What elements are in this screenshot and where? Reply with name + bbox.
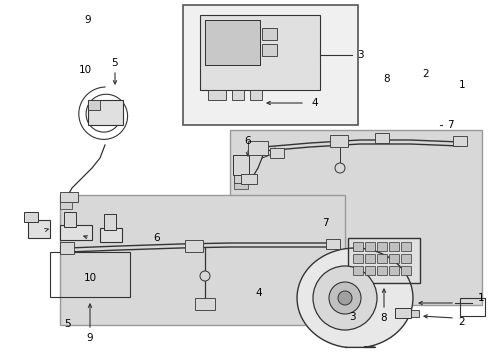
Bar <box>229 130 481 305</box>
Circle shape <box>312 266 376 330</box>
Circle shape <box>200 271 209 281</box>
Bar <box>388 254 398 263</box>
Polygon shape <box>296 248 412 347</box>
Bar <box>400 266 410 275</box>
Bar <box>207 90 225 100</box>
Circle shape <box>328 282 360 314</box>
Bar <box>364 254 374 263</box>
Text: 5: 5 <box>111 58 118 68</box>
Text: 9: 9 <box>84 15 91 25</box>
Bar <box>325 239 339 249</box>
Bar <box>60 195 345 325</box>
Bar <box>452 136 466 146</box>
Text: 2: 2 <box>458 317 465 327</box>
Bar <box>376 242 386 251</box>
Bar <box>195 298 215 310</box>
Bar <box>88 100 100 110</box>
Circle shape <box>337 291 351 305</box>
Text: 8: 8 <box>382 74 389 84</box>
Bar <box>388 242 398 251</box>
Bar <box>364 242 374 251</box>
Text: 7: 7 <box>446 120 452 130</box>
Bar <box>262 28 276 40</box>
Text: 5: 5 <box>64 319 71 329</box>
Bar <box>184 240 203 252</box>
Bar <box>376 266 386 275</box>
Bar <box>352 254 362 263</box>
Bar <box>234 183 247 189</box>
Bar <box>60 202 72 209</box>
Bar <box>400 242 410 251</box>
Text: 1: 1 <box>458 80 465 90</box>
Bar <box>100 228 122 242</box>
Bar <box>347 238 419 283</box>
Bar <box>249 90 262 100</box>
Circle shape <box>334 163 345 173</box>
Bar <box>204 20 260 65</box>
Text: 2: 2 <box>421 69 428 79</box>
Bar <box>459 298 484 316</box>
Text: 3: 3 <box>348 312 355 322</box>
Bar <box>374 133 388 143</box>
Text: 10: 10 <box>83 273 96 283</box>
Text: 1: 1 <box>476 293 483 303</box>
Bar <box>200 15 319 90</box>
Bar <box>60 225 92 240</box>
Bar <box>247 141 267 155</box>
Bar <box>410 310 418 317</box>
Bar <box>24 212 38 222</box>
Text: 4: 4 <box>255 288 262 298</box>
Bar <box>60 192 78 202</box>
Bar <box>329 135 347 147</box>
Text: 8: 8 <box>380 313 386 323</box>
Bar <box>232 155 248 175</box>
Bar <box>352 242 362 251</box>
Bar <box>241 174 257 184</box>
Bar <box>88 100 123 125</box>
Bar <box>388 266 398 275</box>
Bar <box>60 242 74 254</box>
Bar <box>269 148 284 158</box>
Bar <box>376 254 386 263</box>
Bar <box>400 254 410 263</box>
Text: 10: 10 <box>79 65 92 75</box>
Bar <box>50 252 130 297</box>
Bar <box>262 44 276 56</box>
Bar <box>364 266 374 275</box>
Bar <box>394 308 410 318</box>
Text: 7: 7 <box>321 218 328 228</box>
Text: 6: 6 <box>153 233 160 243</box>
Text: 3: 3 <box>356 50 363 60</box>
Bar <box>64 212 76 227</box>
Bar <box>231 90 244 100</box>
Bar <box>28 220 50 238</box>
Text: 6: 6 <box>244 136 251 146</box>
Text: 9: 9 <box>86 333 93 343</box>
Bar <box>104 214 116 230</box>
Bar <box>234 175 247 183</box>
Text: 4: 4 <box>311 98 318 108</box>
Bar <box>352 266 362 275</box>
Bar <box>183 5 357 125</box>
Bar <box>204 20 260 65</box>
